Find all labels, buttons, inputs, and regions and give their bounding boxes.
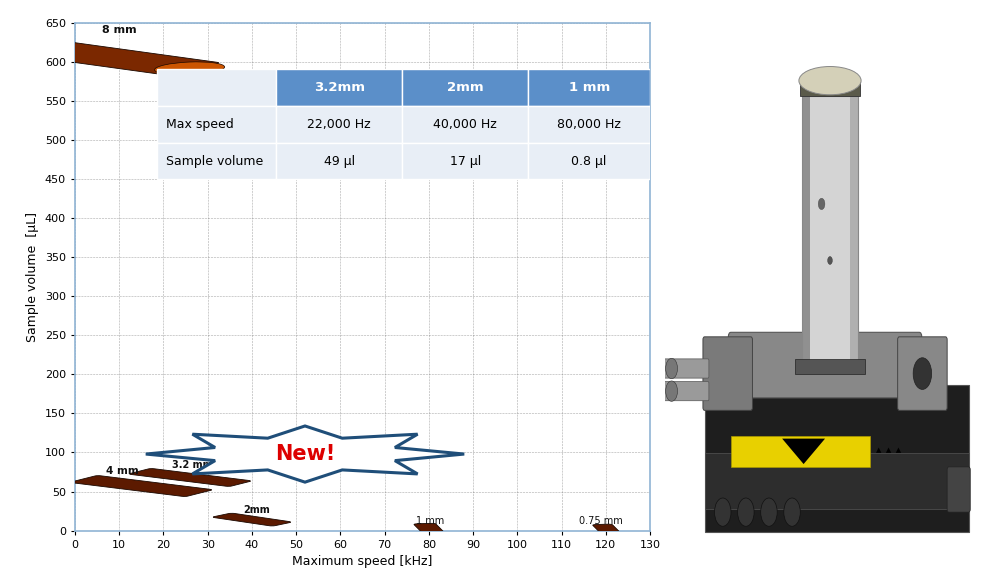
Text: 1 mm: 1 mm [569,81,610,94]
FancyBboxPatch shape [71,476,212,497]
Text: 0.8 μl: 0.8 μl [571,154,607,167]
Bar [795,360,865,374]
Text: New!: New! [275,444,335,464]
Bar [276,69,402,106]
Text: 3.2 mm: 3.2 mm [172,460,213,470]
Bar [276,143,402,180]
Bar [276,106,402,143]
X-axis label: Maximum speed [kHz]: Maximum speed [kHz] [292,555,433,568]
Bar [810,96,850,362]
Polygon shape [782,438,825,464]
Y-axis label: Sample volume  [μL]: Sample volume [μL] [26,212,39,342]
Text: 40,000 Hz: 40,000 Hz [433,118,497,131]
Bar [850,96,858,362]
Polygon shape [705,385,969,532]
Text: 3.2mm: 3.2mm [314,81,365,94]
Text: ▲  ▲  ▲: ▲ ▲ ▲ [876,448,901,454]
FancyBboxPatch shape [129,469,251,486]
Circle shape [913,358,932,389]
Circle shape [761,498,777,526]
FancyBboxPatch shape [213,513,291,526]
Circle shape [666,381,678,401]
Bar [802,96,858,362]
Text: 2mm: 2mm [447,81,484,94]
Bar [157,106,276,143]
FancyBboxPatch shape [898,337,947,410]
Circle shape [666,359,678,379]
FancyBboxPatch shape [728,332,922,398]
FancyBboxPatch shape [947,467,970,512]
Bar [157,143,276,180]
Text: 2mm: 2mm [243,505,270,515]
Bar [800,80,860,97]
Bar [528,143,650,180]
Text: Sample volume: Sample volume [166,154,263,167]
FancyBboxPatch shape [593,524,619,532]
FancyBboxPatch shape [664,359,709,378]
FancyBboxPatch shape [703,337,752,410]
Bar [157,69,276,106]
Text: 80,000 Hz: 80,000 Hz [557,118,621,131]
Circle shape [714,498,731,526]
Text: 17 μl: 17 μl [450,154,481,167]
Circle shape [784,498,800,526]
Circle shape [738,498,754,526]
FancyBboxPatch shape [664,381,709,401]
Text: 49 μl: 49 μl [324,154,355,167]
Text: Max speed: Max speed [166,118,233,131]
Bar [731,436,870,467]
Bar [705,453,969,510]
Text: 1 mm: 1 mm [416,517,444,526]
Circle shape [828,257,832,265]
Bar [402,143,528,180]
Bar [802,96,810,362]
Text: 8 mm: 8 mm [102,26,136,36]
Text: 22,000 Hz: 22,000 Hz [307,118,371,131]
Ellipse shape [799,66,861,95]
Text: 4 mm: 4 mm [106,466,139,476]
Bar [528,106,650,143]
Circle shape [818,198,825,210]
FancyBboxPatch shape [414,524,444,533]
Bar [402,106,528,143]
Bar [402,69,528,106]
Text: 0.75 mm: 0.75 mm [579,517,623,526]
Ellipse shape [155,62,225,75]
FancyBboxPatch shape [0,39,219,75]
Bar [528,69,650,106]
Polygon shape [146,426,464,482]
